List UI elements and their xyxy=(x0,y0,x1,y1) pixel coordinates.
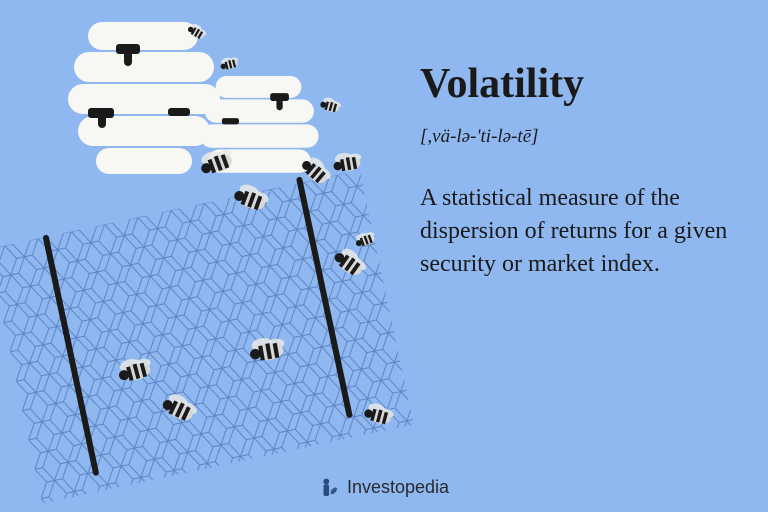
bee-icon xyxy=(218,55,242,77)
brand-footer: Investopedia xyxy=(319,476,449,498)
term-title: Volatility xyxy=(420,60,730,108)
definition-text: A statistical measure of the dispersion … xyxy=(420,182,730,281)
bee-icon xyxy=(331,150,366,181)
pronunciation: [,vä-lə-'ti-lə-tē] xyxy=(420,126,730,148)
infographic-canvas: Volatility [,vä-lə-'ti-lə-tē] A statisti… xyxy=(0,0,768,512)
bee-icon xyxy=(317,96,343,120)
investopedia-logo-icon xyxy=(319,476,341,498)
bee-icon xyxy=(247,334,290,373)
brand-name: Investopedia xyxy=(347,477,449,498)
honeycomb-net xyxy=(19,188,370,477)
definition-block: Volatility [,vä-lə-'ti-lə-tē] A statisti… xyxy=(420,60,730,281)
